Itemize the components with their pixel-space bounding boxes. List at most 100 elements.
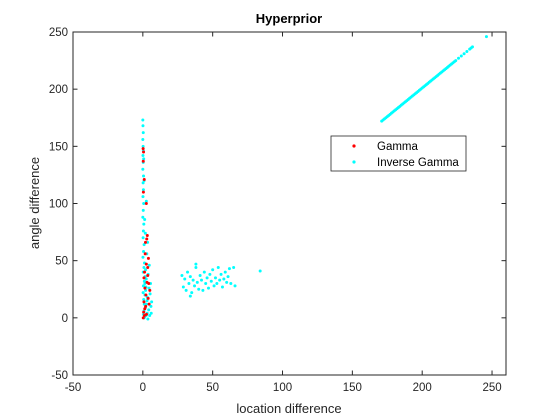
data-point — [186, 270, 190, 274]
data-point — [258, 269, 262, 273]
data-point — [144, 199, 148, 203]
data-point — [143, 231, 147, 235]
data-point — [457, 56, 461, 60]
legend-label-gamma: Gamma — [377, 141, 419, 153]
data-point — [216, 266, 220, 270]
data-point — [141, 137, 145, 141]
plot-frame — [72, 31, 507, 376]
data-point — [227, 267, 231, 271]
data-point — [143, 270, 147, 274]
y-tick-label: 200 — [49, 84, 68, 96]
data-point — [184, 288, 188, 292]
data-point — [454, 59, 458, 63]
data-point — [141, 190, 145, 194]
data-point — [211, 268, 215, 272]
data-point — [141, 291, 145, 295]
data-point — [141, 215, 145, 219]
data-point — [459, 54, 463, 58]
data-point — [206, 286, 210, 290]
data-point — [142, 150, 146, 154]
x-tick-label: 200 — [413, 382, 432, 394]
data-point — [142, 243, 146, 247]
data-point — [233, 284, 237, 288]
data-point — [215, 282, 219, 286]
chart-title: Hyperprior — [256, 11, 322, 26]
data-point — [141, 195, 145, 199]
data-point — [142, 222, 146, 226]
data-point — [142, 298, 146, 302]
data-point — [193, 284, 197, 288]
x-tick-label: 150 — [343, 382, 362, 394]
data-point — [147, 263, 151, 267]
data-point — [142, 202, 146, 205]
data-point — [141, 144, 145, 148]
data-point — [187, 282, 191, 286]
data-point — [146, 266, 150, 270]
data-point — [141, 124, 145, 128]
x-tick-label: 50 — [206, 382, 219, 394]
y-tick-label: -50 — [51, 370, 68, 382]
data-point — [194, 262, 198, 266]
data-point — [146, 240, 150, 244]
data-point — [150, 300, 154, 304]
data-point — [143, 240, 147, 244]
data-point — [222, 277, 226, 281]
data-point — [194, 266, 198, 270]
data-point — [142, 314, 146, 318]
data-point — [202, 270, 206, 274]
data-point — [147, 302, 151, 306]
legend-label-inverse-gamma: Inverse Gamma — [377, 157, 459, 169]
data-point — [141, 284, 145, 288]
data-point — [183, 277, 187, 281]
y-axis-label: angle difference — [27, 157, 42, 249]
data-point — [147, 308, 151, 312]
data-point — [144, 293, 148, 297]
x-axis-label: location difference — [236, 401, 341, 416]
data-point — [218, 278, 222, 282]
data-markers — [141, 35, 488, 321]
data-point — [141, 236, 145, 240]
axes: -50 0 50 100 150 200 250 -50 0 50 100 150 200 250 — [49, 27, 506, 394]
data-point — [144, 304, 148, 308]
data-point — [462, 52, 466, 56]
data-point — [141, 147, 145, 151]
data-point — [141, 208, 145, 212]
data-point — [195, 280, 199, 284]
data-point — [141, 255, 145, 259]
data-point — [146, 274, 150, 278]
series-gamma — [141, 147, 152, 320]
data-point — [219, 272, 223, 276]
x-tick-label: 100 — [273, 382, 292, 394]
x-tick-label: -50 — [65, 382, 82, 394]
data-point — [188, 294, 192, 298]
data-point — [142, 279, 146, 283]
data-point — [145, 237, 149, 241]
data-point — [204, 282, 208, 286]
data-point — [141, 167, 145, 171]
data-point — [144, 202, 148, 205]
data-point — [188, 275, 192, 279]
data-point — [141, 181, 145, 185]
data-point — [146, 317, 150, 321]
data-point — [146, 256, 150, 260]
data-point — [149, 311, 153, 315]
data-point — [147, 286, 151, 290]
data-point — [200, 278, 203, 282]
data-point — [180, 274, 184, 278]
data-point — [209, 279, 213, 283]
data-point — [205, 276, 209, 280]
data-point — [191, 278, 195, 282]
data-point — [147, 282, 151, 286]
data-point — [141, 316, 145, 320]
data-point — [142, 302, 146, 306]
data-point — [142, 276, 146, 280]
data-point — [148, 292, 152, 296]
data-point — [142, 250, 146, 254]
data-point — [229, 282, 233, 286]
data-point — [145, 234, 149, 238]
data-point — [226, 275, 230, 279]
data-point — [142, 310, 146, 314]
data-point — [146, 296, 150, 300]
data-point — [148, 314, 152, 318]
